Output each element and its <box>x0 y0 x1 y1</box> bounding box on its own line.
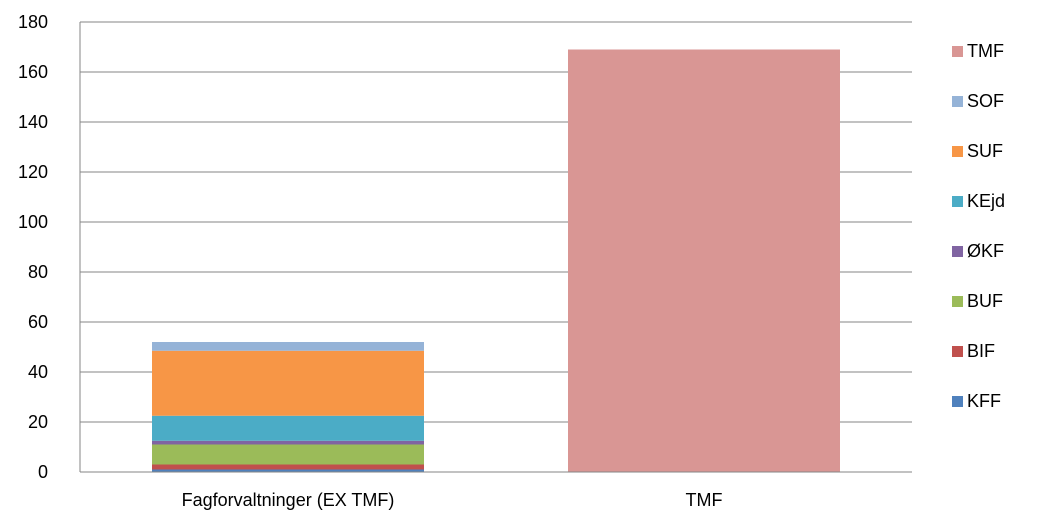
legend-label: ØKF <box>967 240 1005 261</box>
bar-segment-tmf <box>568 49 840 472</box>
legend-label: BUF <box>967 290 1003 311</box>
bar-segment-sof <box>152 342 424 351</box>
legend-item-økf: ØKF <box>952 240 1004 262</box>
legend-label: BIF <box>967 340 996 361</box>
x-axis: Fagforvaltninger (EX TMF) TMF <box>80 471 912 510</box>
y-tick-label: 140 <box>18 112 48 132</box>
legend-swatch <box>952 295 963 307</box>
y-tick-label: 120 <box>18 162 48 182</box>
legend-swatch <box>952 395 963 407</box>
legend-label: SOF <box>967 90 1005 111</box>
legend-swatch <box>952 145 963 157</box>
y-tick-label: 100 <box>18 212 48 232</box>
legend-label: KFF <box>967 390 1001 411</box>
legend-item-suf: SUF <box>952 140 1003 162</box>
y-tick-label: 180 <box>18 12 48 32</box>
y-tick-label: 40 <box>28 362 48 382</box>
legend-swatch <box>952 195 963 207</box>
y-tick-label: 160 <box>18 62 48 82</box>
legend-item-bif: BIF <box>952 340 995 362</box>
bar-segment-økf <box>152 440 424 445</box>
legend-item-tmf: TMF <box>952 40 1004 62</box>
legend-item-kff: KFF <box>952 390 1001 412</box>
bar-segment-bif <box>152 464 424 470</box>
legend-swatch <box>952 95 963 107</box>
y-tick-label: 20 <box>28 412 48 432</box>
legend-label: SUF <box>967 140 1003 161</box>
y-axis: 0 20 40 60 80 100 120 140 160 180 <box>18 12 81 482</box>
legend-label: KEjd <box>967 190 1006 211</box>
legend-item-kejd: KEjd <box>952 190 1005 212</box>
legend-swatch <box>952 345 963 357</box>
y-tick-label: 60 <box>28 312 48 332</box>
bar-segment-buf <box>152 444 424 465</box>
bar-segment-kff <box>152 469 424 472</box>
y-tick-label: 80 <box>28 262 48 282</box>
legend-item-sof: SOF <box>952 90 1004 112</box>
bar-segment-suf <box>152 350 424 416</box>
bar-segment-kejd <box>152 415 424 441</box>
x-category-label: Fagforvaltninger (EX TMF) <box>182 490 395 510</box>
y-tick-label: 0 <box>38 462 48 482</box>
x-category-label: TMF <box>686 490 723 510</box>
legend-swatch <box>952 45 963 57</box>
legend-item-buf: BUF <box>952 290 1003 312</box>
legend-label: TMF <box>967 40 1004 61</box>
legend-swatch <box>952 245 963 257</box>
bars <box>152 49 840 472</box>
